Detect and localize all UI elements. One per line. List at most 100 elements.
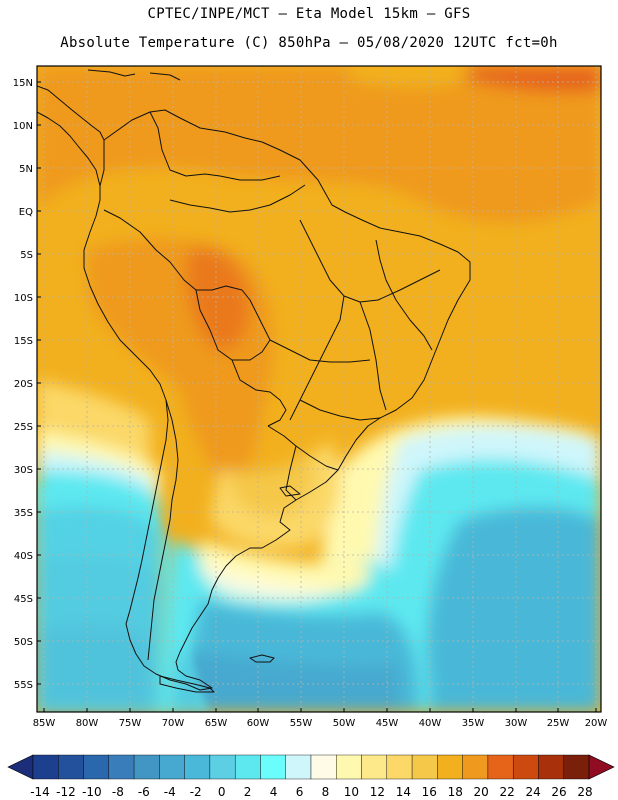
tierra-del-fuego	[159, 675, 215, 693]
lon-label: 45W	[376, 718, 399, 729]
colorbar-swatch	[437, 754, 463, 780]
colorbar-swatch	[209, 754, 236, 780]
colorbar-swatch	[386, 754, 413, 780]
border-bolivia	[195, 289, 271, 361]
lon-label: 20W	[585, 718, 608, 729]
colorbar-label: 28	[577, 785, 592, 799]
south-america-coast	[83, 109, 471, 691]
lon-label: 70W	[162, 718, 185, 729]
lon-label: 30W	[505, 718, 528, 729]
colorbar-label: 4	[270, 785, 278, 799]
lon-label: 80W	[76, 718, 99, 729]
colorbar-label: -6	[138, 785, 150, 799]
colorbar-label: -14	[30, 785, 50, 799]
lat-label: 5N	[19, 164, 33, 175]
temperature-field	[37, 66, 601, 712]
colorbar-labels: -14 -12 -10 -8 -6 -4 -2 0 2 4 6 8 10 12 14 16 18 20 22 24 26…	[30, 785, 592, 799]
border-chile-argentina	[147, 399, 179, 661]
colorbar-label: 26	[551, 785, 566, 799]
colorbar-label: -10	[82, 785, 102, 799]
border-argentina-brazil	[267, 425, 339, 471]
lat-label: EQ	[19, 207, 33, 218]
longitude-labels: 85W 80W 75W 70W 65W 60W 55W 50W 45W 40W 35W 30W 25W 2…	[33, 708, 608, 729]
colorbar-label: 16	[422, 785, 437, 799]
colorbar-swatch	[336, 754, 362, 780]
lon-label: 85W	[33, 718, 56, 729]
colorbar-swatch	[512, 754, 539, 780]
colorbar-label: 8	[322, 785, 330, 799]
colorbar-label: 24	[525, 785, 540, 799]
caribbean-island	[87, 69, 136, 77]
border-brazil-north	[169, 184, 306, 213]
border-paraguay	[231, 359, 287, 427]
colorbar-swatch	[32, 754, 59, 780]
colorbar-swatch	[159, 754, 185, 780]
lat-label: 25S	[14, 422, 33, 433]
colorbar-swatch	[108, 754, 135, 780]
brazil-states-1	[299, 219, 441, 303]
colorbar-label: -8	[112, 785, 124, 799]
colorbar-swatch	[310, 754, 337, 780]
lon-label: 50W	[333, 718, 356, 729]
colorbar-swatch	[260, 754, 286, 780]
colorbar-label: -2	[190, 785, 202, 799]
lat-label: 15S	[14, 336, 33, 347]
colorbar-label: -12	[56, 785, 76, 799]
lon-label: 75W	[119, 718, 142, 729]
colorbar-swatch	[133, 754, 160, 780]
colorbar-swatch	[285, 754, 312, 780]
colorbar-swatch	[234, 754, 261, 780]
colorbar-swatch	[58, 754, 84, 780]
colorbar-high-arrow	[588, 754, 615, 780]
lat-label: 10S	[14, 293, 33, 304]
colorbar-label: 10	[344, 785, 359, 799]
lon-label: 25W	[547, 718, 570, 729]
lon-label: 55W	[290, 718, 313, 729]
brazil-states-3	[359, 301, 387, 411]
colorbar-label: 22	[500, 785, 515, 799]
colorbar-label: 2	[244, 785, 252, 799]
lat-label: 20S	[14, 379, 33, 390]
colorbar-label: 12	[370, 785, 385, 799]
title-line-2: Absolute Temperature (C) 850hPa – 05/08/…	[60, 35, 558, 51]
lat-label: 30S	[14, 465, 33, 476]
lat-label: 55S	[14, 680, 33, 691]
caribbean-island-2	[149, 72, 181, 81]
lon-label: 35W	[462, 718, 485, 729]
colorbar-label: 20	[474, 785, 489, 799]
lat-label: 5S	[20, 250, 33, 261]
colorbar	[7, 754, 615, 780]
colorbar-label: 18	[448, 785, 463, 799]
colorbar-label: -4	[164, 785, 176, 799]
brazil-states-6	[299, 399, 381, 421]
lat-label: 40S	[14, 551, 33, 562]
colorbar-swatch	[411, 754, 438, 780]
central-america-coast	[37, 85, 105, 141]
border-peru-brazil	[103, 209, 243, 291]
latitude-labels: 15N 10N 5N EQ 5S 10S 15S 20S 25S 30S 35S 40S 45S 50S 5…	[13, 78, 41, 691]
coastlines-and-borders	[37, 69, 471, 693]
central-america-pacific-coast	[37, 111, 101, 187]
graticule	[37, 66, 601, 712]
lat-label: 10N	[13, 121, 33, 132]
colorbar-swatch	[184, 754, 211, 780]
lat-label: 45S	[14, 594, 33, 605]
colorbar-swatch	[361, 754, 388, 780]
colorbar-swatch	[538, 754, 564, 780]
lon-label: 65W	[205, 718, 228, 729]
colorbar-swatch	[563, 754, 590, 780]
colorbar-label: 0	[218, 785, 226, 799]
colorbar-swatch	[462, 754, 489, 780]
lat-label: 50S	[14, 637, 33, 648]
border-colombia-venezuela	[149, 111, 281, 181]
colorbar-label: 6	[296, 785, 304, 799]
colorbar-label: 14	[396, 785, 411, 799]
lat-label: 35S	[14, 508, 33, 519]
brazil-states-5	[375, 239, 433, 351]
colorbar-low-arrow	[7, 754, 34, 780]
lat-label: 15N	[13, 78, 33, 89]
colorbar-swatch	[83, 754, 110, 780]
lagoon	[279, 485, 301, 497]
title-line-1: CPTEC/INPE/MCT – Eta Model 15km – GFS	[147, 6, 471, 22]
